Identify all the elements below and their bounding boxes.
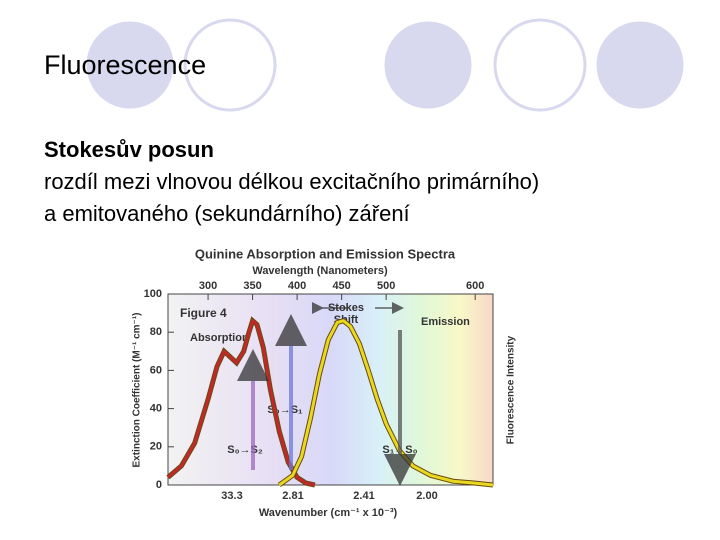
y-axis-label: Extinction Coefficient (M⁻¹ cm⁻¹) <box>132 313 143 468</box>
series-line <box>167 319 316 487</box>
x2-axis-label: Wavenumber (cm⁻¹ x 10⁻³) <box>259 507 398 519</box>
y2-axis-label: Fluorescence Intensity <box>506 335 517 444</box>
body-line: rozdíl mezi vlnovou délkou excitačního p… <box>44 169 540 194</box>
x-axis-label: Wavelength (Nanometers) <box>252 265 388 277</box>
x-tick-label: 600 <box>466 280 484 292</box>
x2-tick-label: 2.81 <box>282 490 303 502</box>
y-tick-label: 20 <box>150 441 162 453</box>
decor <box>83 18 687 112</box>
slide-body: Stokesův posun rozdíl mezi vlnovou délko… <box>44 134 539 230</box>
chart-title: Quinine Absorption and Emission Spectra <box>195 246 456 261</box>
x2-tick-label: 33.3 <box>221 490 242 502</box>
annotation: Emission <box>421 316 470 328</box>
x-tick-label: 450 <box>332 280 350 292</box>
annotation: Absorption <box>190 332 249 344</box>
x-tick-label: 300 <box>199 280 217 292</box>
y-tick-label: 0 <box>156 479 162 491</box>
y-tick-label: 100 <box>144 288 162 300</box>
y-tick-label: 40 <box>150 403 162 415</box>
x-tick-label: 500 <box>377 280 395 292</box>
body-line: a emitovaného (sekundárního) záření <box>44 201 410 226</box>
annotation: Figure 4 <box>180 306 227 320</box>
x2-tick-label: 2.41 <box>353 490 374 502</box>
annotation: S₀→S₂ <box>227 444 263 456</box>
transition-arrows <box>237 302 416 486</box>
x-tick-label: 400 <box>288 280 306 292</box>
x2-tick-label: 2.00 <box>416 490 437 502</box>
y-tick-label: 80 <box>150 326 162 338</box>
series-line <box>278 319 494 487</box>
plot-area <box>167 293 494 486</box>
slide-title: Fluorescence <box>44 50 207 80</box>
y-tick-label: 60 <box>150 364 162 376</box>
heading: Stokesův posun <box>44 137 214 162</box>
x-tick-label: 350 <box>243 280 261 292</box>
